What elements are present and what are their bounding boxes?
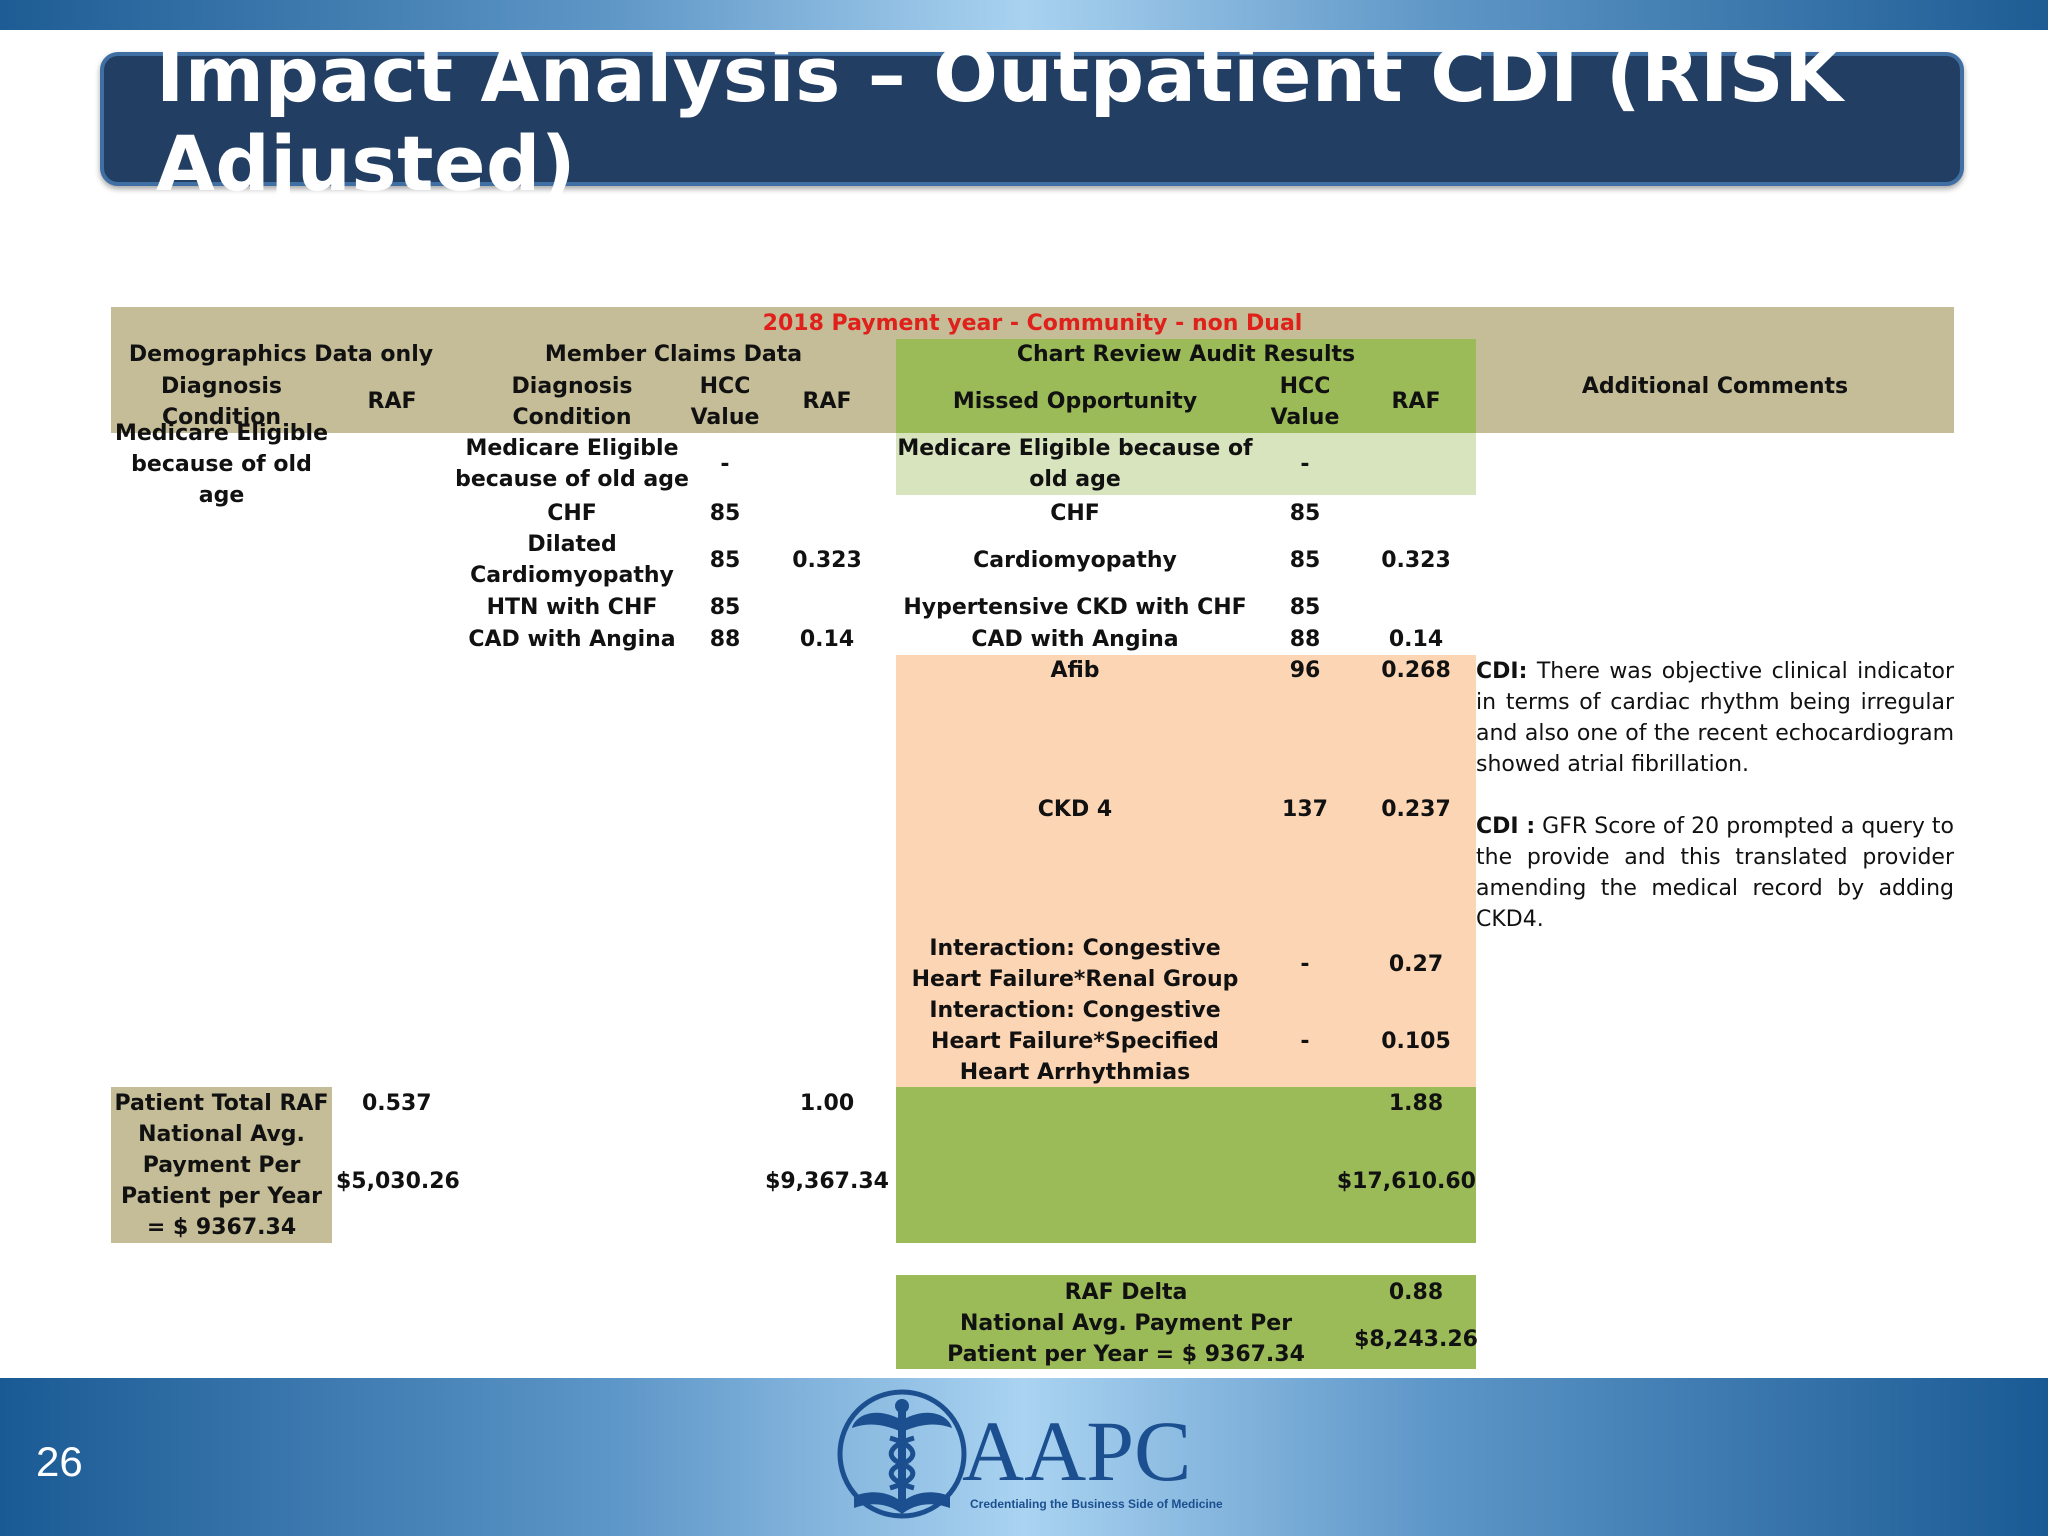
logo-tagline: Credentialing the Business Side of Medic… [970, 1497, 1222, 1511]
chart-hcc-cell: 96 [1289, 658, 1321, 683]
slide-title: Impact Analysis – Outpatient CDI (RISK A… [156, 30, 1844, 208]
national-avg-payment-label: National Avg. Payment Per Patient per Ye… [121, 1122, 322, 1240]
claims-raf-column-header: RAF [802, 389, 852, 414]
afib-cdi-comment: CDI: There was objective clinical indica… [1476, 656, 1954, 780]
missed-opportunity-column-header: Missed Opportunity [952, 389, 1198, 414]
demo-diagnosis-cell: Medicare Eligible because of old age [114, 420, 329, 508]
totals-label-background [111, 1087, 332, 1243]
claims-hcc-cell: 88 [709, 627, 741, 652]
demo-diagnosis-column-header: Diagnosis Condition [161, 373, 282, 430]
ckd-cdi-comment: CDI : GFR Score of 20 prompted a query t… [1476, 811, 1954, 935]
payment-year-banner: 2018 Payment year - Community - non Dual [762, 311, 1303, 336]
chart-hcc-cell: - [1300, 1028, 1310, 1054]
missed-opportunity-cell: Interaction: Congestive Heart Failure*Sp… [929, 997, 1221, 1085]
chart-row-1-background [896, 433, 1476, 495]
demo-raf-column-header: RAF [367, 389, 417, 414]
claims-diagnosis-cell: HTN with CHF [486, 595, 658, 620]
missed-opportunity-cell: CKD 4 [1037, 797, 1113, 822]
delta-payment-value: $8,243.26 [1354, 1326, 1478, 1352]
chart-raf-cell: 0.105 [1381, 1028, 1451, 1054]
missed-opportunity-cell: Medicare Eligible because of old age [897, 436, 1253, 492]
chart-raf-cell: 0.27 [1388, 951, 1444, 977]
claims-diagnosis-cell: Medicare Eligible because of old age [455, 436, 689, 492]
demo-payment: $5,030.26 [336, 1168, 460, 1194]
ckd-cdi-label: CDI : [1476, 814, 1536, 839]
claims-total-raf: 1.00 [799, 1091, 855, 1116]
chart-raf-cell: 0.268 [1381, 658, 1451, 683]
claims-hcc-cell: 85 [709, 501, 741, 526]
chart-payment: $17,610.60 [1336, 1168, 1476, 1194]
claims-raf-cell: 0.323 [792, 547, 862, 573]
delta-payment-label: National Avg. Payment Per Patient per Ye… [947, 1311, 1305, 1367]
raf-delta-label: RAF Delta [1064, 1280, 1188, 1305]
claims-diagnosis-column-header: Diagnosis Condition [511, 373, 633, 430]
ckd-cdi-text: GFR Score of 20 prompted a query to the … [1476, 814, 1954, 932]
claims-payment: $9,367.34 [765, 1168, 889, 1194]
chart-raf-column-header: RAF [1391, 389, 1441, 414]
missed-opportunity-cell: Cardiomyopathy [973, 548, 1177, 573]
claims-hcc-cell: 85 [709, 547, 741, 573]
logo-wordmark: AAPC [962, 1403, 1191, 1499]
demographics-group-header: Demographics Data only [128, 342, 434, 367]
missed-opportunity-cell: Interaction: Congestive Heart Failure*Re… [911, 936, 1239, 992]
missed-opportunity-cell: CHF [1050, 501, 1100, 526]
chart-hcc-cell: - [1300, 951, 1310, 977]
aapc-logo: AAPC Credentialing the Business Side of … [837, 1389, 1222, 1519]
chart-hcc-cell: 85 [1289, 548, 1321, 573]
chart-totals-background [896, 1087, 1476, 1243]
chart-review-header-background [896, 339, 1476, 433]
raf-delta-value: 0.88 [1388, 1280, 1444, 1305]
missed-opportunity-cell: Hypertensive CKD with CHF [903, 595, 1247, 620]
chart-hcc-cell: 137 [1282, 797, 1328, 822]
chart-raf-cell: 0.323 [1381, 548, 1451, 573]
afib-cdi-label: CDI: [1476, 659, 1528, 684]
chart-total-raf: 1.88 [1388, 1091, 1444, 1116]
claims-diagnosis-cell: CAD with Angina [468, 627, 676, 652]
chart-hcc-cell: - [1300, 451, 1310, 477]
claims-hcc-column-header: HCC Value [690, 373, 760, 430]
top-decorative-band [0, 0, 2048, 30]
claims-diagnosis-cell: Dilated Cardiomyopathy [470, 532, 674, 588]
missed-opportunity-cell: CAD with Angina [971, 627, 1179, 652]
patient-total-raf-label: Patient Total RAF [114, 1091, 329, 1116]
claims-hcc-cell: 85 [709, 595, 741, 620]
claims-hcc-cell: - [720, 451, 730, 477]
chart-hcc-cell: 85 [1289, 595, 1321, 620]
chart-raf-cell: 0.14 [1388, 627, 1444, 652]
page-number: 26 [36, 1438, 83, 1485]
title-banner: Impact Analysis – Outpatient CDI (RISK A… [100, 30, 1964, 208]
additional-comments-header: Additional Comments [1581, 373, 1849, 399]
chart-review-group-header: Chart Review Audit Results [1016, 342, 1356, 367]
missed-opportunity-background [896, 655, 1476, 1087]
demo-total-raf: 0.537 [362, 1091, 432, 1116]
missed-opportunity-cell: Afib [1050, 658, 1100, 683]
chart-hcc-cell: 85 [1289, 501, 1321, 526]
afib-cdi-text: There was objective clinical indicator i… [1476, 659, 1954, 777]
chart-raf-cell: 0.237 [1381, 797, 1451, 822]
claims-diagnosis-cell: CHF [547, 501, 597, 526]
bottom-decorative-band [0, 1378, 2048, 1536]
chart-hcc-column-header: HCC Value [1270, 373, 1340, 430]
chart-hcc-cell: 88 [1289, 627, 1321, 652]
claims-raf-cell: 0.14 [799, 627, 855, 652]
claims-group-header: Member Claims Data [544, 342, 803, 367]
delta-background [896, 1275, 1476, 1369]
